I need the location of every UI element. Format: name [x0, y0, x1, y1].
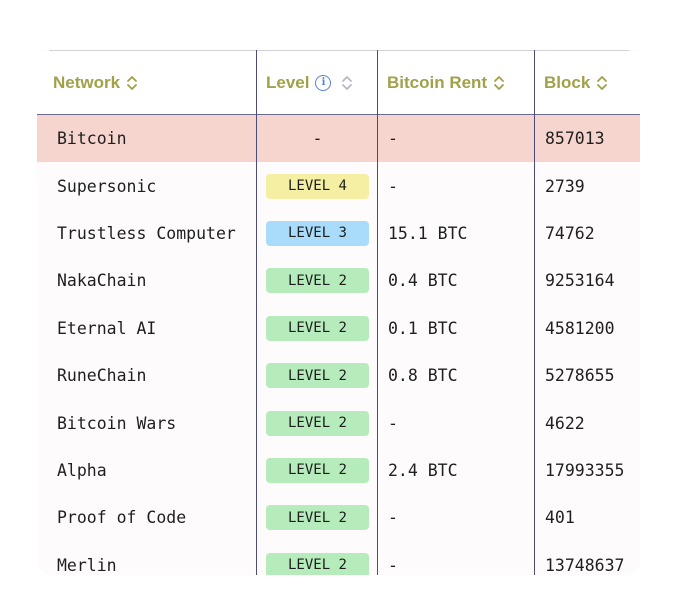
column-header-rent-label: Bitcoin Rent — [387, 72, 488, 92]
block-value: 13748637 — [545, 555, 625, 575]
sort-icon[interactable] — [341, 75, 353, 91]
table-row[interactable]: Alpha LEVEL 2 2.4 BTC 17993355 — [37, 447, 640, 494]
column-header-block-label: Block — [544, 72, 591, 92]
column-divider — [534, 50, 535, 575]
bitcoin-rent-value: - — [388, 176, 398, 196]
sort-icon[interactable] — [596, 75, 608, 91]
bitcoin-rent-value: 0.1 BTC — [388, 318, 458, 338]
level-badge: LEVEL 2 — [266, 315, 369, 341]
sort-icon[interactable] — [126, 75, 138, 91]
column-header-level-label: Level — [266, 72, 310, 92]
table-row[interactable]: Trustless Computer LEVEL 3 15.1 BTC 74762 — [37, 210, 640, 257]
network-name: Bitcoin Wars — [57, 413, 177, 433]
network-name: NakaChain — [57, 271, 147, 291]
level-cell: LEVEL 2 — [266, 257, 369, 304]
block-value: 401 — [545, 508, 575, 528]
network-name: Supersonic — [57, 176, 157, 196]
level-badge: LEVEL 2 — [266, 552, 369, 575]
bitcoin-rent-value: - — [388, 413, 398, 433]
level-badge: LEVEL 2 — [266, 505, 369, 531]
column-divider — [377, 50, 378, 575]
column-divider — [256, 50, 257, 575]
block-value: 2739 — [545, 176, 585, 196]
bitcoin-rent-value: 0.4 BTC — [388, 271, 458, 291]
column-header-bitcoin-rent[interactable]: Bitcoin Rent — [387, 51, 505, 114]
block-value: 9253164 — [545, 271, 615, 291]
network-name: Alpha — [57, 460, 107, 480]
bitcoin-rent-value: 2.4 BTC — [388, 460, 458, 480]
table-top-rule — [49, 50, 629, 51]
column-header-network[interactable]: Network — [53, 51, 138, 114]
info-icon[interactable]: i — [315, 74, 332, 91]
column-header-level[interactable]: Level i — [266, 51, 353, 114]
level-badge: LEVEL 2 — [266, 363, 369, 389]
block-value: 857013 — [545, 129, 605, 149]
network-name: Trustless Computer — [57, 223, 236, 243]
bitcoin-rent-value: 15.1 BTC — [388, 223, 468, 243]
level-badge: LEVEL 2 — [266, 268, 369, 294]
table-row[interactable]: Merlin LEVEL 2- 13748637 — [37, 542, 640, 575]
level-cell: LEVEL 2 — [266, 399, 369, 446]
level-badge: LEVEL 3 — [266, 220, 369, 246]
network-name: Merlin — [57, 555, 117, 575]
level-cell: LEVEL 4 — [266, 162, 369, 209]
block-value: 5278655 — [545, 366, 615, 386]
table-row[interactable]: RuneChain LEVEL 2 0.8 BTC 5278655 — [37, 352, 640, 399]
bitcoin-rent-value: - — [388, 555, 398, 575]
sort-icon[interactable] — [493, 75, 505, 91]
table-header: Network Level i Bitcoin Rent Block — [37, 51, 640, 115]
table-row[interactable]: NakaChain LEVEL 2 0.4 BTC 9253164 — [37, 257, 640, 304]
table-row[interactable]: Bitcoin Wars LEVEL 2- 4622 — [37, 399, 640, 446]
block-value: 17993355 — [545, 460, 625, 480]
bitcoin-rent-value: - — [388, 129, 398, 149]
level-value: - — [312, 129, 323, 149]
column-header-block[interactable]: Block — [544, 51, 608, 114]
network-name: Proof of Code — [57, 508, 187, 528]
level-badge: LEVEL 2 — [266, 457, 369, 483]
network-name: RuneChain — [57, 366, 147, 386]
level-badge: LEVEL 4 — [266, 173, 369, 199]
bitcoin-rent-value: 0.8 BTC — [388, 366, 458, 386]
bitcoin-rent-value: - — [388, 508, 398, 528]
level-cell: LEVEL 2 — [266, 352, 369, 399]
level-cell: LEVEL 2 — [266, 447, 369, 494]
network-name: Bitcoin — [57, 129, 127, 149]
block-value: 4622 — [545, 413, 585, 433]
level-cell: LEVEL 2 — [266, 542, 369, 575]
table-row[interactable]: Proof of Code LEVEL 2- 401 — [37, 494, 640, 541]
level-cell: LEVEL 2 — [266, 305, 369, 352]
table-row[interactable]: Supersonic LEVEL 4- 2739 — [37, 162, 640, 209]
table-row[interactable]: Eternal AI LEVEL 2 0.1 BTC 4581200 — [37, 305, 640, 352]
network-name: Eternal AI — [57, 318, 157, 338]
level-cell: LEVEL 3 — [266, 210, 369, 257]
column-header-network-label: Network — [53, 72, 121, 92]
table-row[interactable]: Bitcoin - - 857013 — [37, 115, 640, 163]
level-cell: LEVEL 2 — [266, 494, 369, 541]
level-badge: LEVEL 2 — [266, 410, 369, 436]
block-value: 4581200 — [545, 318, 615, 338]
networks-table: Network Level i Bitcoin Rent Block — [37, 50, 640, 575]
level-cell: - — [266, 115, 369, 162]
block-value: 74762 — [545, 223, 595, 243]
